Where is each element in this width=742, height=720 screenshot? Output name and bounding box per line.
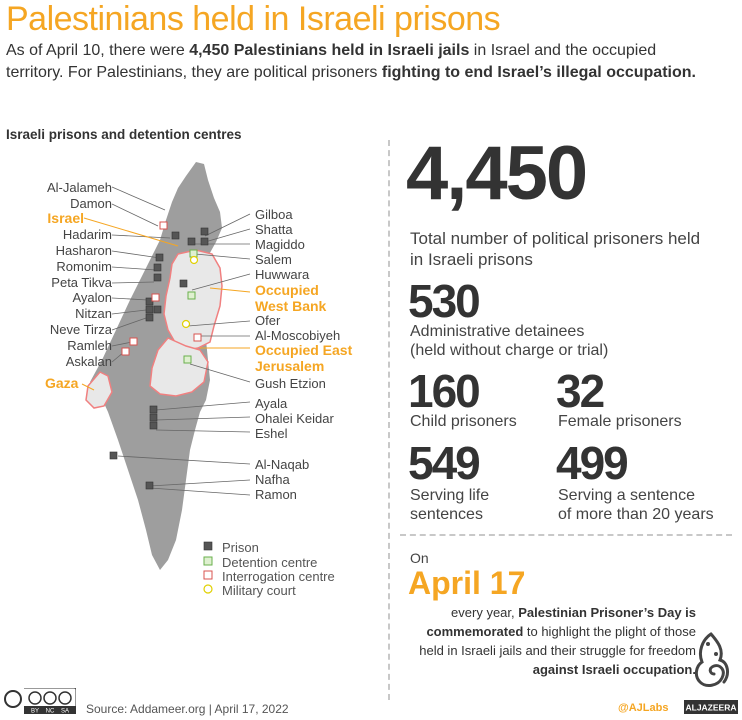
legend-prison: Prison — [222, 540, 259, 555]
stat-admin-label: Administrative detainees (held without ch… — [410, 323, 609, 359]
region-leader-lines — [81, 217, 251, 391]
vertical-divider — [388, 140, 390, 700]
day-on-label: On — [410, 550, 429, 566]
label-hadarim: Hadarim — [62, 227, 112, 242]
detention-markers — [183, 249, 198, 364]
stat-female-value: 32 — [556, 365, 605, 417]
label-magiddo: Magiddo — [255, 237, 305, 252]
label-al-naqab: Al-Naqab — [255, 457, 310, 472]
ajlabs-handle: @AJLabs — [618, 702, 669, 714]
label-al-moscobiyeh: Al-Moscobiyeh — [255, 328, 341, 343]
stat-long-label: Serving a sentence of more than 20 years — [558, 487, 714, 523]
court-markers — [181, 255, 199, 329]
cc-label-nc: NC — [46, 709, 55, 715]
legend-interrogation-swatch — [203, 570, 213, 580]
label-ofer: Ofer — [255, 313, 281, 328]
label-west-bank: Occupied West Bank — [255, 282, 327, 314]
label-ramon: Ramon — [255, 487, 297, 502]
israel-palestine-map — [81, 162, 251, 594]
label-huwwara: Huwwara — [255, 267, 310, 282]
legend-detention-swatch — [203, 556, 213, 566]
stat-admin-value: 530 — [408, 275, 481, 327]
label-neve-tirza: Neve Tirza — [49, 322, 112, 337]
label-nafha: Nafha — [255, 472, 290, 487]
legend-court-swatch — [203, 584, 213, 594]
label-ayala: Ayala — [255, 396, 288, 411]
cc-label-by: BY — [31, 709, 39, 715]
label-gilboa: Gilboa — [255, 207, 293, 222]
west-bank-region — [163, 249, 223, 351]
stat-life-value: 549 — [408, 437, 481, 489]
map-heading: Israeli prisons and detention centres — [6, 127, 242, 142]
right-leader-lines — [117, 213, 251, 496]
label-salem: Salem — [255, 252, 292, 267]
label-hasharon: Hasharon — [55, 243, 112, 258]
stat-child-label: Child prisoners — [410, 413, 517, 430]
label-ohalei-keidar: Ohalei Keidar — [255, 411, 334, 426]
legend-prison-swatch — [203, 541, 213, 551]
cc-label-sa: SA — [61, 709, 69, 715]
label-ayalon: Ayalon — [72, 290, 112, 305]
source-text: Source: Addameer.org | April 17, 2022 — [86, 702, 289, 716]
east-jerusalem-region — [149, 337, 209, 397]
day-date: April 17 — [408, 565, 526, 601]
label-gush-etzion: Gush Etzion — [255, 376, 326, 391]
legend-court: Military court — [222, 583, 296, 598]
label-ramleh: Ramleh — [67, 338, 112, 353]
label-al-jalameh: Al-Jalameh — [46, 180, 112, 195]
label-shatta: Shatta — [255, 222, 293, 237]
gaza-region — [85, 371, 113, 409]
legend-interrogation: Interrogation centre — [222, 569, 335, 584]
label-gaza: Gaza — [45, 375, 79, 391]
stat-life-label: Serving life sentences — [410, 487, 490, 523]
stat-total-label: Total number of political prisoners held… — [410, 229, 701, 269]
stat-child-value: 160 — [408, 365, 481, 417]
interrogation-markers — [121, 221, 202, 356]
horizontal-divider — [400, 534, 732, 536]
label-peta-tikva: Peta Tikva — [51, 275, 112, 290]
label-romonim: Romonim — [56, 259, 112, 274]
legend-detention: Detention centre — [222, 555, 318, 570]
aljazeera-brand: ALJAZEERA — [685, 703, 736, 713]
label-damon: Damon — [70, 196, 112, 211]
stat-female-label: Female prisoners — [558, 413, 682, 430]
label-eshel: Eshel — [255, 426, 288, 441]
label-nitzan: Nitzan — [75, 306, 112, 321]
prison-markers — [109, 227, 209, 490]
stat-long-value: 499 — [556, 437, 629, 489]
left-leader-lines — [111, 186, 171, 363]
page-title: Palestinians held in Israeli prisons — [6, 0, 501, 38]
aljazeera-logo-icon: ALJAZEERA — [684, 632, 738, 714]
label-israel: Israel — [47, 210, 84, 226]
intro-text: As of April 10, there were 4,450 Palesti… — [6, 42, 696, 81]
creative-commons-icon: BY NC SA — [2, 688, 76, 714]
stat-total-value: 4,450 — [406, 131, 588, 216]
day-description: every year, Palestinian Prisoner’s Day i… — [419, 605, 696, 677]
label-east-jerusalem: Occupied East Jerusalem — [255, 342, 353, 374]
label-askalan: Askalan — [65, 354, 112, 369]
